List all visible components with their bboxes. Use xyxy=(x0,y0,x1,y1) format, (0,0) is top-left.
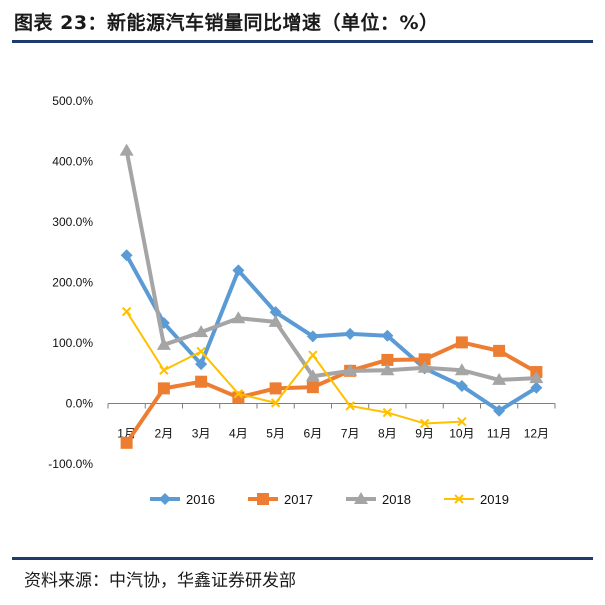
figure-title: 图表 23：新能源汽车销量同比增速（单位：%） xyxy=(14,12,439,34)
data-point-2019 xyxy=(419,418,430,429)
data-point-2019 xyxy=(270,398,281,408)
y-tick-label: -100.0% xyxy=(48,457,93,471)
top-rule xyxy=(12,40,593,43)
data-point-2018 xyxy=(492,372,507,385)
data-point-2016 xyxy=(306,330,319,343)
x-tick-label: 5月 xyxy=(266,427,285,441)
data-point-2018 xyxy=(156,337,171,350)
source-note: 资料来源：中汽协，华鑫证券研发部 xyxy=(24,571,296,591)
x-tick-label: 9月 xyxy=(415,427,434,441)
x-axis-labels: 1月 2月 3月 4月 5月 6月 7月 8月 9月 10月 11月 12月 xyxy=(117,427,549,441)
data-point-2019 xyxy=(382,407,393,418)
data-point-2018 xyxy=(343,363,358,376)
data-point-2019 xyxy=(345,401,355,411)
data-point-2017 xyxy=(157,382,170,395)
legend-marker-2017 xyxy=(257,493,269,505)
x-tick-label: 11月 xyxy=(487,427,511,441)
data-point-2018 xyxy=(268,314,283,327)
series-line-2016 xyxy=(124,254,538,413)
y-tick-label: 200.0% xyxy=(52,276,93,290)
data-point-2018 xyxy=(380,363,395,376)
legend-label-2019: 2019 xyxy=(480,492,509,507)
series-line-2019 xyxy=(125,311,462,425)
data-point-2018 xyxy=(119,143,134,156)
data-point-2018 xyxy=(454,363,469,376)
legend-marker-2018 xyxy=(354,492,368,504)
x-tick-label: 4月 xyxy=(229,427,248,441)
line-chart: 500.0% 400.0% 300.0% 200.0% 100.0% 0.0% -100.0… xyxy=(48,94,556,507)
data-point-2016 xyxy=(493,404,506,417)
y-tick-label: 500.0% xyxy=(52,94,93,108)
data-point-2018 xyxy=(305,369,320,382)
x-tick-label: 12月 xyxy=(524,427,549,441)
series-2016 xyxy=(120,249,543,417)
data-point-2017 xyxy=(269,382,282,395)
data-point-2018 xyxy=(529,371,544,384)
series-2017 xyxy=(120,336,543,449)
data-point-2019 xyxy=(159,365,169,375)
y-tick-label: 0.0% xyxy=(66,397,94,411)
data-point-2016 xyxy=(530,381,543,394)
legend-label-2016: 2016 xyxy=(186,492,215,507)
legend-marker-2016 xyxy=(159,493,171,505)
data-point-2019 xyxy=(233,389,244,399)
bottom-rule xyxy=(12,557,593,560)
x-tick-label: 2月 xyxy=(155,427,174,441)
legend-label-2017: 2017 xyxy=(284,492,313,507)
x-tick-label: 8月 xyxy=(378,427,397,441)
data-point-2016 xyxy=(269,306,282,319)
series-line-2018 xyxy=(124,150,537,382)
y-tick-label: 400.0% xyxy=(52,155,93,169)
y-axis-labels: 500.0% 400.0% 300.0% 200.0% 100.0% 0.0% -100.0… xyxy=(48,94,93,471)
legend: 2016 2017 2018 2019 xyxy=(150,492,509,507)
data-point-2019 xyxy=(308,350,318,360)
x-tick-label: 3月 xyxy=(192,427,211,441)
series-2018 xyxy=(119,143,544,385)
data-point-2018 xyxy=(417,360,432,373)
data-point-2017 xyxy=(195,375,208,388)
x-tick-label: 7月 xyxy=(341,427,360,441)
x-tick-label: 6月 xyxy=(304,427,323,441)
data-point-2019 xyxy=(121,306,132,317)
data-point-2018 xyxy=(194,325,209,338)
data-point-2016 xyxy=(120,249,133,262)
data-point-2016 xyxy=(381,329,394,342)
data-point-2017 xyxy=(455,336,468,349)
data-point-2017 xyxy=(306,381,319,394)
data-point-2017 xyxy=(493,344,506,357)
data-point-2016 xyxy=(455,379,468,392)
data-point-2019 xyxy=(457,416,467,427)
data-point-2017 xyxy=(381,353,394,366)
data-point-2019 xyxy=(196,346,206,357)
data-point-2016 xyxy=(344,327,357,340)
legend-marker-2019 xyxy=(454,494,464,504)
data-point-2016 xyxy=(232,264,245,277)
legend-label-2018: 2018 xyxy=(382,492,411,507)
y-tick-label: 300.0% xyxy=(52,215,93,229)
data-point-2017 xyxy=(418,353,431,366)
series-2019 xyxy=(121,306,467,429)
data-point-2016 xyxy=(195,358,208,371)
data-point-2018 xyxy=(231,311,246,324)
data-point-2017 xyxy=(120,436,133,449)
x-tick-label: 10月 xyxy=(449,427,474,441)
y-tick-label: 100.0% xyxy=(52,336,93,350)
